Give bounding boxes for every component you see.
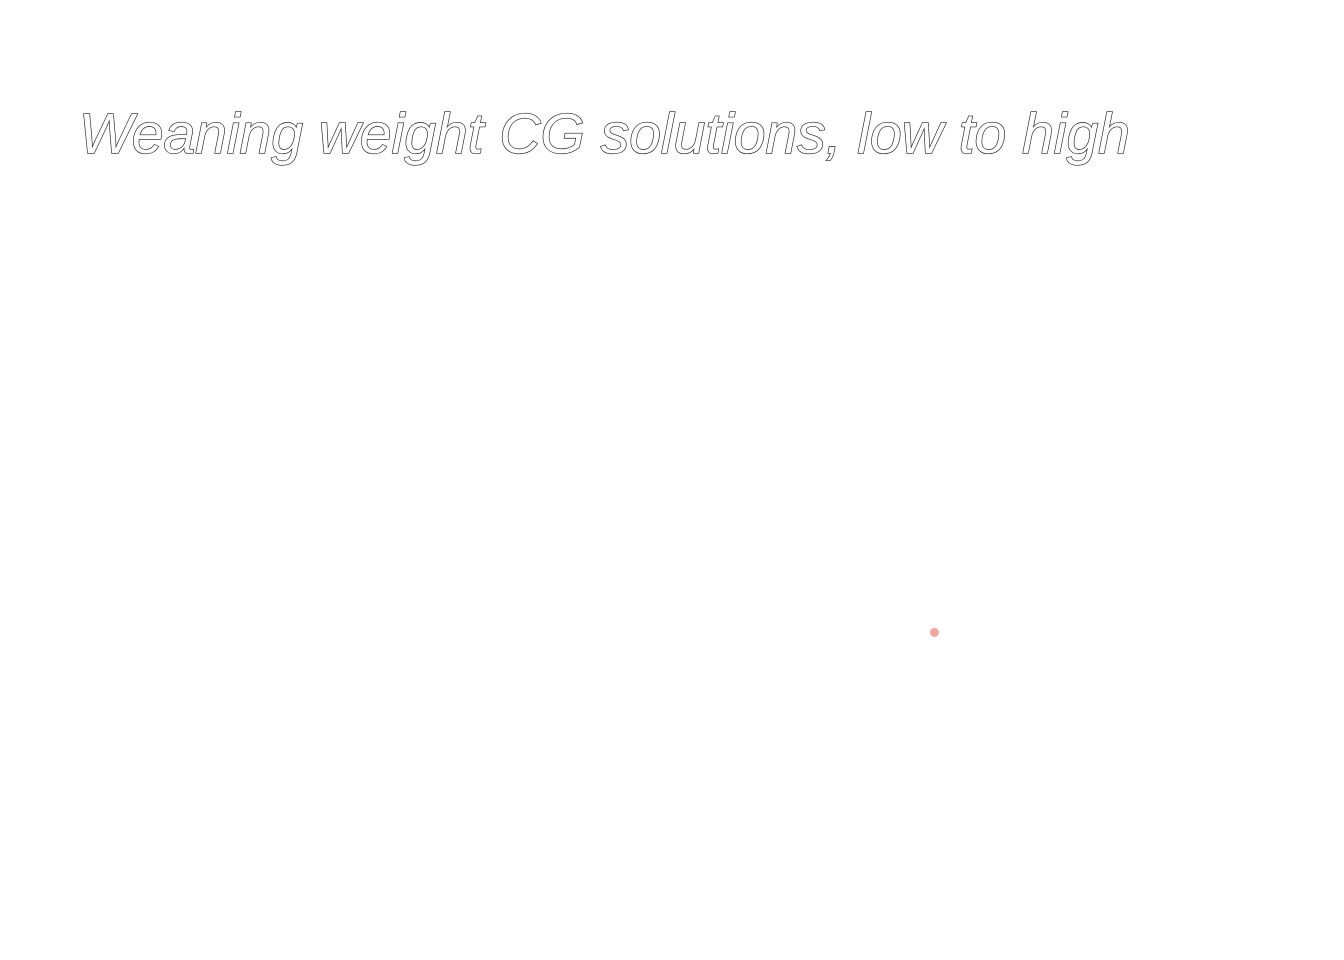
plot-title: Weaning weight CG solutions, low to high <box>79 102 1130 166</box>
data-point <box>930 628 939 637</box>
title-container: Weaning weight CG solutions, low to high <box>78 101 1130 166</box>
